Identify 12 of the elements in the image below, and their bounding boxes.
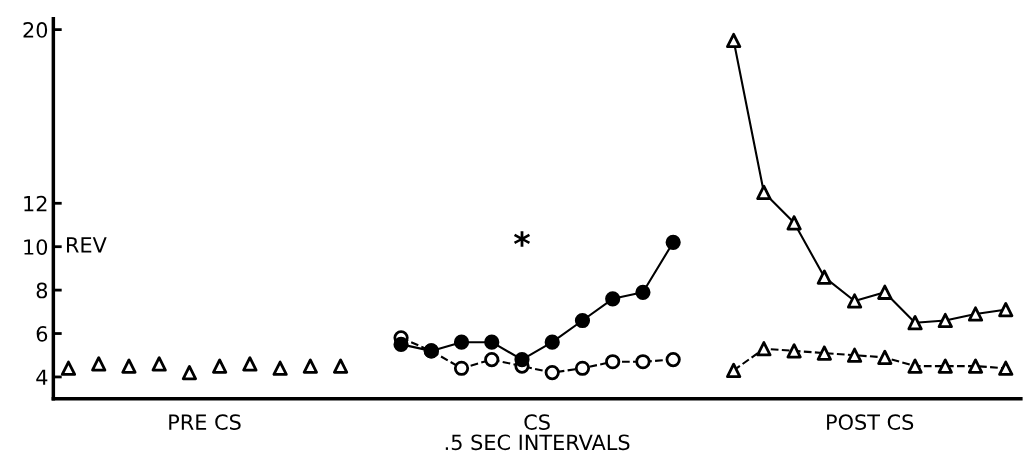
annotation: * (513, 231, 531, 247)
y-tick-label: 8 (36, 282, 48, 299)
text: PRE CS (169, 414, 241, 430)
annotation: REV (67, 237, 107, 253)
y-tick-label: 20 (23, 22, 48, 38)
x-axis-title: .5 SEC INTERVALS (445, 434, 630, 451)
y-tick-label: 12 (24, 195, 47, 212)
y-tick-label: 4 (36, 369, 48, 385)
text: POST CS (827, 414, 914, 430)
text: CS (524, 414, 550, 430)
y-tick-label: 6 (36, 325, 48, 342)
y-tick-label: 10 (24, 239, 48, 255)
